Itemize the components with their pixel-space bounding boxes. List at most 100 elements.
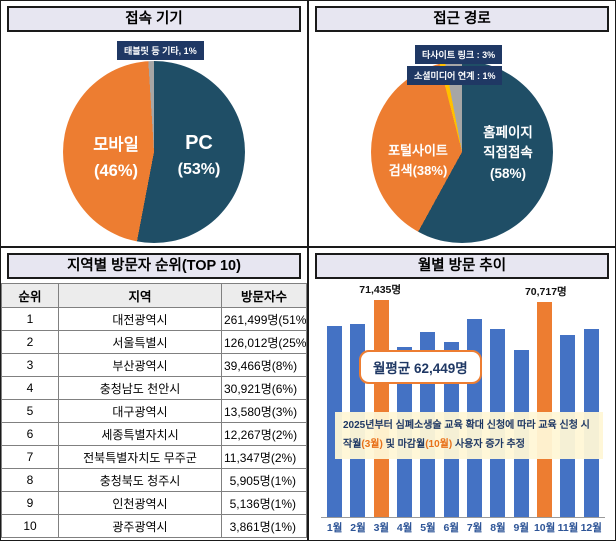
bar-column (463, 286, 486, 517)
panel-path-title: 접근 경로 (315, 6, 609, 32)
region-cell: 광주광역시 (58, 514, 222, 538)
mobile-label-text: 모바일 (93, 136, 139, 154)
rank-cell: 10 (1, 514, 59, 538)
bar-value-label: 70,717명 (524, 286, 567, 299)
rank-cell: 8 (1, 468, 59, 492)
bar-column (323, 286, 346, 517)
region-cell: 대전광역시 (58, 307, 222, 331)
pc-label-text: PC (185, 132, 213, 154)
table-row: 5 대구광역시 13,580명(3%) (1, 399, 307, 423)
table-row: 9 인천광역시 5,136명(1%) (1, 491, 307, 515)
table-row: 10 광주광역시 3,861명(1%) (1, 514, 307, 538)
region-cell: 세종특별자치시 (58, 422, 222, 446)
panel-device: 접속 기기 태블릿 등 기타, 1% 모바일 (46%) PC (53%) (0, 0, 308, 247)
bar-column (393, 286, 416, 517)
monthly-chart-area: 월평균 62,449명 2025년부터 심폐소생술 교육 확대 신청에 따라 교… (309, 282, 615, 540)
region-cell: 서울특별시 (58, 330, 222, 354)
mobile-slice-label: 모바일 (46%) (71, 133, 161, 184)
portal-label-text: 포털사이트 (388, 143, 448, 158)
device-etc-callout: 태블릿 등 기타, 1% (117, 41, 204, 60)
device-pie-area: 태블릿 등 기타, 1% 모바일 (46%) PC (53%) (1, 35, 307, 246)
rank-cell: 7 (1, 445, 59, 469)
device-pie-chart: 모바일 (46%) PC (53%) (63, 61, 245, 243)
note-text-1: 2025년부터 심폐소생술 교육 확대 신청에 따라 교육 신청 시작월 (343, 420, 590, 450)
region-cell: 인천광역시 (58, 491, 222, 515)
visitors-cell: 30,921명(6%) (221, 376, 307, 400)
rank-cell: 9 (1, 491, 59, 515)
bar-months: 1월 2월 3월 4월 5월 6월 7월 8월 9월 10월 11월 12월 (321, 518, 605, 538)
month-label: 2월 (350, 522, 366, 534)
col-header-rank: 순위 (1, 283, 59, 308)
month-label: 12월 (580, 522, 602, 534)
region-table-body: 1 대전광역시 261,499명(51%) 2 서울특별시 126,012명(25%) 3 부… (1, 307, 307, 538)
othersite-callout: 타사이트 링크 : 3% (415, 45, 503, 64)
monthly-average-box: 월평균 62,449명 (359, 350, 482, 384)
month-label: 4월 (396, 522, 413, 534)
bar-column (556, 286, 579, 517)
bar-column (533, 286, 556, 517)
bar (373, 299, 389, 517)
col-header-visitors: 방문자수 (221, 283, 307, 308)
bar-column (510, 286, 533, 517)
bar-plot: 월평균 62,449명 2025년부터 심폐소생술 교육 확대 신청에 따라 교… (321, 284, 605, 518)
table-row: 2 서울특별시 126,012명(25%) (1, 330, 307, 354)
region-cell: 부산광역시 (58, 353, 222, 377)
path-pie-chart: 포털사이트 검색(38%) 홈페이지 직접접속 (58%) (371, 61, 553, 243)
note-highlight-october: (10월) (425, 438, 453, 450)
note-highlight-march: (3월) (361, 438, 383, 450)
bar-column (580, 286, 603, 517)
direct-label-text1: 홈페이지 (483, 125, 533, 140)
table-row: 8 충청북도 청주시 5,905명(1%) (1, 468, 307, 492)
note-text-2: 및 마감월 (382, 438, 426, 450)
bar-column (346, 286, 369, 517)
path-pie-area: 타사이트 링크 : 3% 소셜미디어 연계 : 1% 포털사이트 검색(38%)… (309, 35, 615, 246)
direct-label-pct: (58%) (489, 165, 526, 181)
month-label: 10월 (533, 522, 556, 534)
month-label: 11월 (557, 522, 579, 534)
month-label: 8월 (490, 522, 506, 534)
rank-cell: 2 (1, 330, 59, 354)
monthly-note: 2025년부터 심폐소생술 교육 확대 신청에 따라 교육 신청 시작월(3월)… (335, 412, 603, 459)
visitors-cell: 126,012명(25%) (221, 330, 307, 354)
region-cell: 대구광역시 (58, 399, 222, 423)
month-label: 9월 (513, 522, 530, 534)
month-label: 5월 (420, 522, 436, 534)
visitors-cell: 12,267명(2%) (221, 422, 307, 446)
panel-device-title: 접속 기기 (7, 6, 301, 32)
direct-label-text2: 직접접속 (483, 145, 533, 161)
note-text-3: 사용자 증가 추정 (452, 438, 525, 450)
visitors-cell: 5,136명(1%) (221, 491, 307, 515)
mobile-label-pct: (46%) (93, 161, 138, 180)
table-row: 3 부산광역시 39,466명(8%) (1, 353, 307, 377)
visitors-cell: 13,580명(3%) (221, 399, 307, 423)
month-label: 7월 (466, 522, 483, 534)
bar (327, 325, 343, 517)
panel-monthly-title: 월별 방문 추이 (315, 253, 609, 279)
panel-region-title: 지역별 방문자 순위(TOP 10) (7, 253, 301, 279)
month-label: 3월 (373, 522, 390, 534)
panel-region: 지역별 방문자 순위(TOP 10) 순위 지역 방문자수 1 대전광역시 261,… (0, 247, 308, 541)
rank-cell: 3 (1, 353, 59, 377)
panel-path: 접근 경로 타사이트 링크 : 3% 소셜미디어 연계 : 1% 포털사이트 검… (308, 0, 616, 247)
bar-column (486, 286, 509, 517)
rank-cell: 1 (1, 307, 59, 331)
table-row: 7 전북특별자치도 무주군 11,347명(2%) (1, 445, 307, 469)
region-cell: 전북특별자치도 무주군 (58, 445, 222, 469)
bar-column (370, 286, 393, 517)
visitors-cell: 3,861명(1%) (221, 514, 307, 538)
table-row: 4 충청남도 천안시 30,921명(6%) (1, 376, 307, 400)
region-table: 순위 지역 방문자수 1 대전광역시 261,499명(51%) 2 서울특별시 126,… (1, 283, 307, 538)
bar (537, 302, 553, 517)
col-header-region: 지역 (58, 283, 222, 308)
pc-label-pct: (53%) (177, 161, 221, 178)
bar-column (416, 286, 439, 517)
bar-value-label: 71,435명 (359, 283, 402, 296)
direct-slice-label: 홈페이지 직접접속 (58%) (465, 123, 551, 184)
month-label: 1월 (326, 522, 343, 534)
month-label: 6월 (443, 522, 460, 534)
table-row: 1 대전광역시 261,499명(51%) (1, 307, 307, 331)
visitors-cell: 39,466명(8%) (221, 353, 307, 377)
visitors-cell: 5,905명(1%) (221, 468, 307, 492)
pc-slice-label: PC (53%) (157, 129, 241, 181)
